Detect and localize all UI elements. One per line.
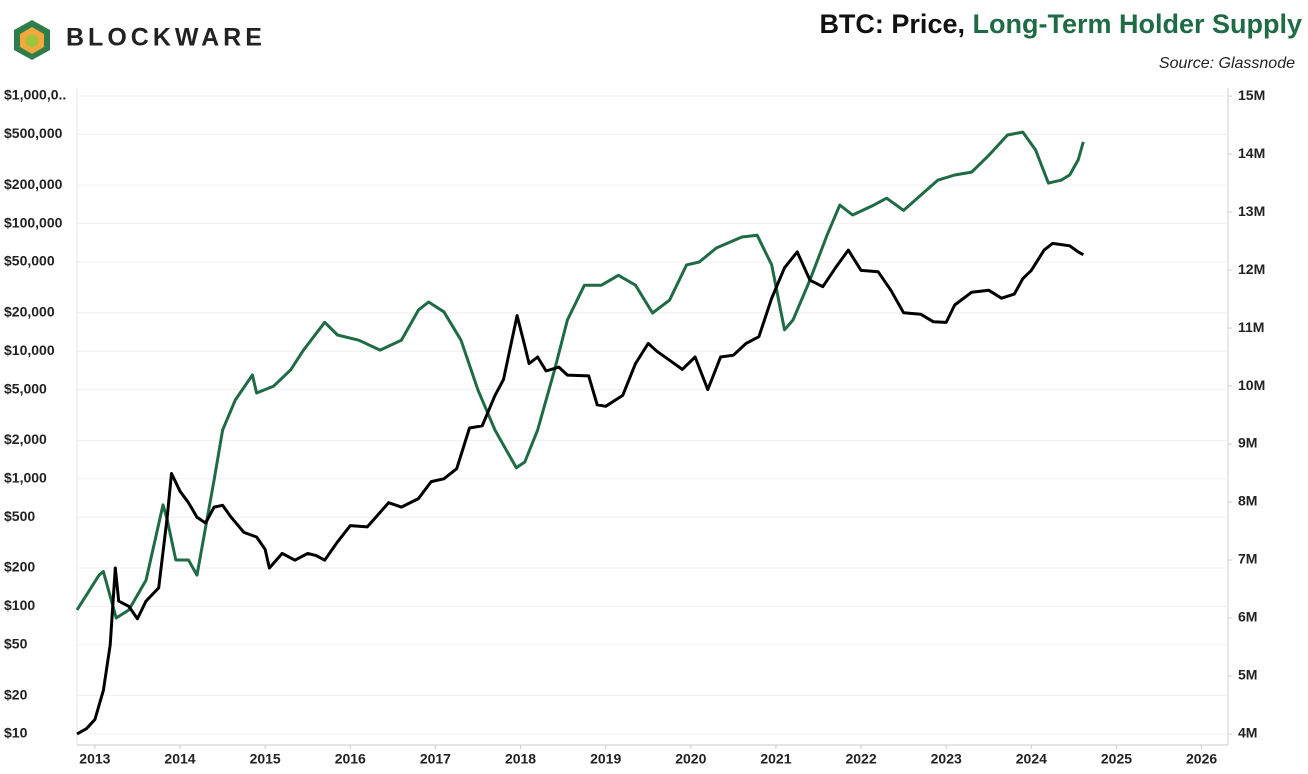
x-tick-label: 2015	[250, 751, 281, 767]
y2-tick-label: 6M	[1238, 609, 1257, 625]
series-line	[75, 130, 1085, 620]
x-tick-label: 2016	[335, 751, 366, 767]
brand: BLOCKWARE	[66, 24, 266, 52]
y-tick-label: $200,000	[4, 176, 63, 192]
y-tick-label: $50	[4, 636, 28, 652]
series-line	[76, 241, 1085, 736]
y2-tick-label: 8M	[1238, 493, 1257, 509]
title-highlight: Long-Term Holder Supply	[973, 9, 1303, 39]
y2-tick-label: 7M	[1238, 551, 1257, 567]
x-tick-label: 2024	[1016, 751, 1047, 767]
y2-tick-label: 5M	[1238, 667, 1257, 683]
y2-tick-label: 9M	[1238, 435, 1257, 451]
y-tick-label: $50,000	[4, 253, 55, 269]
x-tick-label: 2021	[760, 751, 791, 767]
y2-tick-label: 15M	[1238, 87, 1265, 103]
y-tick-label: $500,000	[4, 125, 63, 141]
subtitle: Source: Glassnode	[1159, 55, 1295, 72]
y-tick-label: $2,000	[4, 431, 47, 447]
y-tick-label: $100,000	[4, 214, 63, 230]
y2-tick-label: 10M	[1238, 377, 1265, 393]
x-tick-label: 2022	[845, 751, 876, 767]
logo-icon	[14, 20, 50, 60]
y-tick-label: $200	[4, 559, 35, 575]
y-tick-label: $1,000,0..	[4, 87, 66, 103]
x-tick-label: 2025	[1101, 751, 1132, 767]
y2-tick-label: 11M	[1238, 319, 1264, 335]
y-tick-label: $1,000	[4, 469, 47, 485]
x-tick-label: 2026	[1186, 751, 1217, 767]
y2-tick-label: 4M	[1238, 725, 1257, 741]
x-tick-label: 2014	[164, 751, 195, 767]
y-tick-label: $100	[4, 597, 35, 613]
y2-tick-label: 13M	[1238, 203, 1265, 219]
x-tick-label: 2019	[590, 751, 621, 767]
title-text: BTC: Price,	[819, 9, 965, 39]
x-tick-label: 2013	[79, 751, 110, 767]
x-tick-label: 2020	[675, 751, 706, 767]
chart-title: BTC: Price, Long-Term Holder Supply	[819, 9, 1302, 39]
y-tick-label: $500	[4, 508, 35, 524]
x-tick-label: 2017	[420, 751, 451, 767]
x-tick-label: 2023	[931, 751, 962, 767]
y-tick-label: $20	[4, 686, 28, 702]
y2-tick-label: 12M	[1238, 261, 1265, 277]
y-tick-label: $5,000	[4, 380, 47, 396]
x-tick-label: 2018	[505, 751, 536, 767]
y2-tick-label: 14M	[1238, 145, 1265, 161]
y-tick-label: $10,000	[4, 342, 55, 358]
y-tick-label: $20,000	[4, 303, 55, 319]
grid	[77, 95, 1228, 735]
y-tick-label: $10	[4, 725, 28, 741]
